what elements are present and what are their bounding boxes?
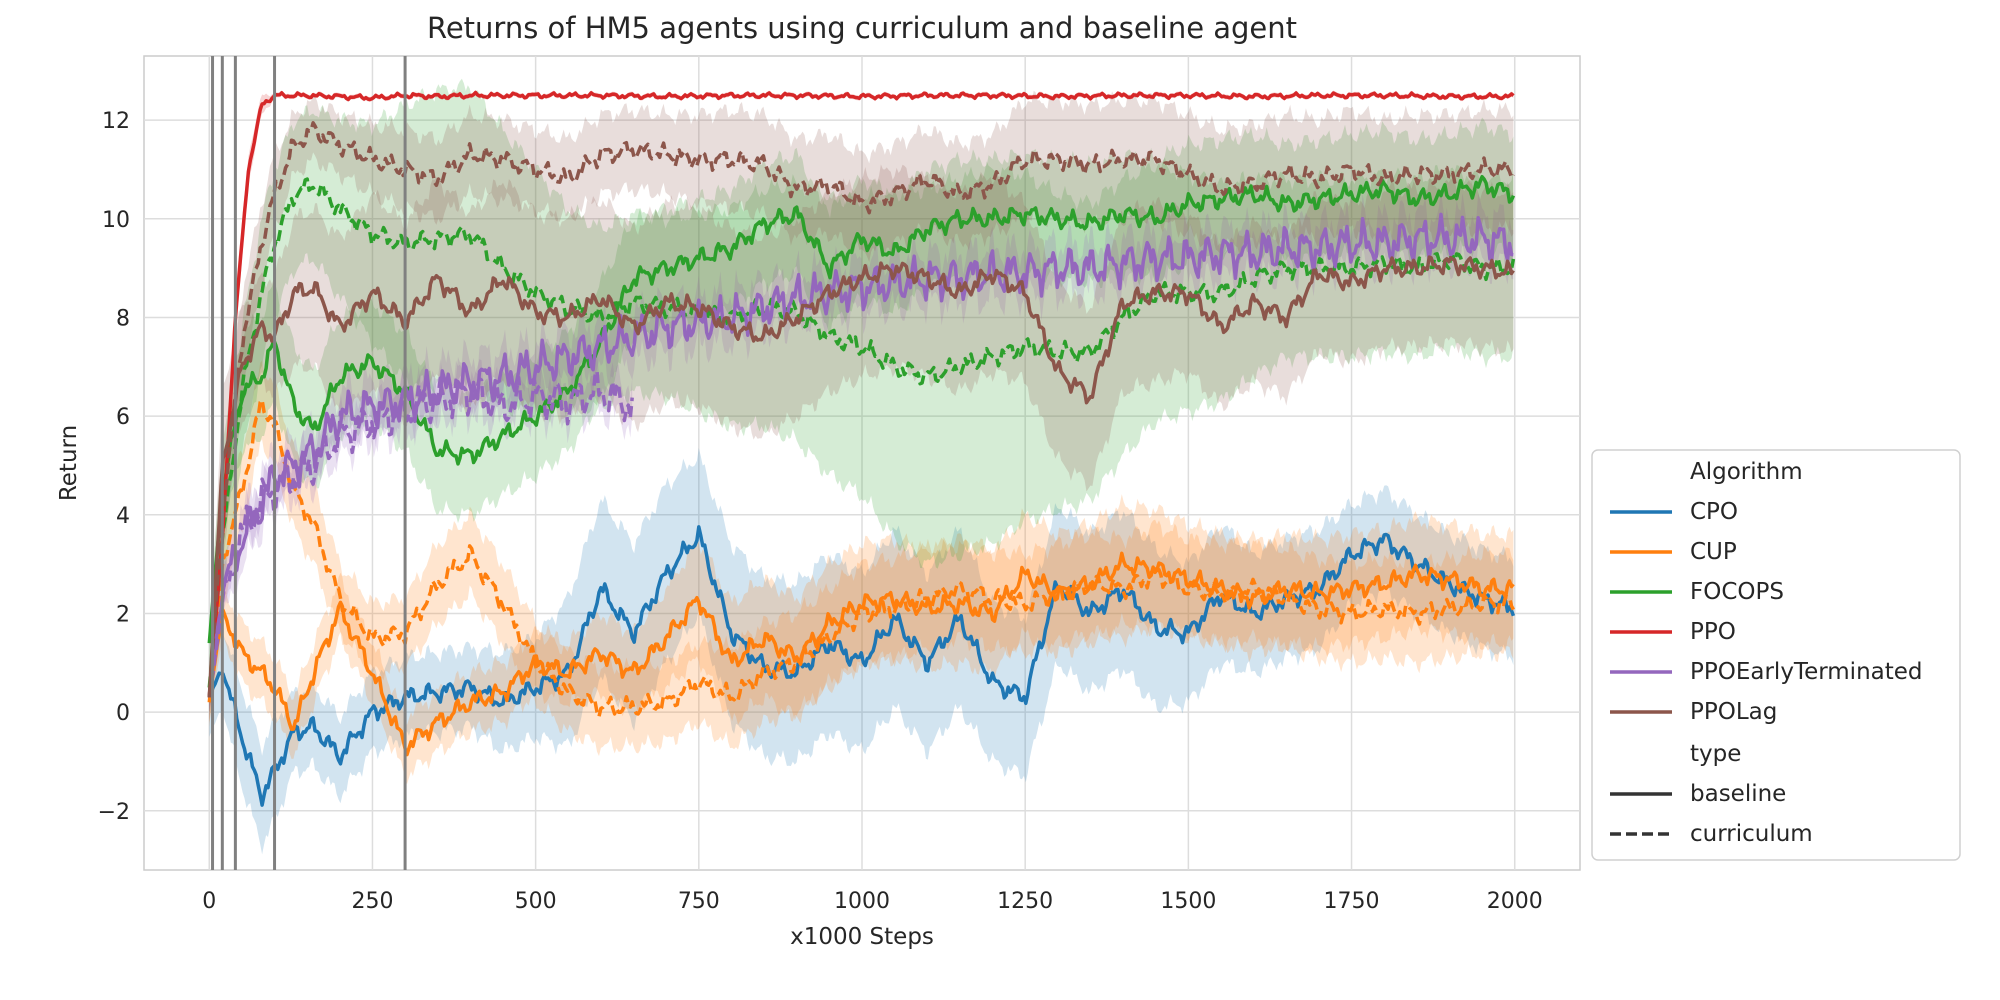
legend-label-cpo: CPO: [1690, 499, 1738, 525]
legend-label-curriculum: curriculum: [1690, 821, 1813, 847]
line-focops-curriculum: [207, 177, 1516, 688]
y-axis-label: Return: [56, 425, 82, 501]
x-tick-label: 2000: [1487, 889, 1543, 914]
x-tick-label: 1000: [834, 889, 890, 914]
y-axis-ticks: −2 0 2 4 6 8 10 12: [98, 109, 130, 825]
y-tick-label: 6: [116, 405, 130, 430]
line-ppoearlyterminated-curriculum: [207, 369, 634, 698]
y-tick-label: 12: [102, 109, 130, 134]
legend-label-cup: CUP: [1690, 539, 1737, 565]
x-tick-label: 250: [351, 889, 393, 914]
chart-title: Returns of HM5 agents using curriculum a…: [427, 11, 1297, 45]
legend: Algorithm CPO CUP FOCOPS PPO PPOEarlyTermina…: [1591, 449, 1961, 861]
line-ppolag-curriculum: [207, 121, 1515, 698]
legend-label-ppolag: PPOLag: [1690, 699, 1777, 725]
x-tick-label: 0: [202, 889, 216, 914]
legend-algorithm-title: Algorithm: [1690, 459, 1803, 485]
x-tick-label: 1250: [997, 889, 1053, 914]
band-cup-baseline: [209, 494, 1514, 785]
line-ppo-baseline: [207, 90, 1515, 698]
line-ppoearlyterminated-baseline: [207, 212, 1514, 698]
legend-type-title: type: [1690, 741, 1741, 767]
x-tick-label: 1750: [1324, 889, 1380, 914]
x-axis-label: x1000 Steps: [790, 924, 934, 950]
line-cup-curriculum: [207, 398, 1515, 719]
series-lines: [207, 90, 1516, 807]
x-axis-ticks: 0 250 500 750 1000 1250 1500 1750 2000: [202, 889, 1542, 914]
y-tick-label: 0: [116, 701, 130, 726]
line-ppolag-baseline: [207, 255, 1515, 698]
legend-label-ppoearlyterminated: PPOEarlyTerminated: [1690, 659, 1923, 685]
x-tick-label: 500: [515, 889, 557, 914]
y-tick-label: 10: [102, 208, 130, 233]
legend-label-baseline: baseline: [1690, 781, 1786, 807]
y-tick-label: −2: [98, 800, 130, 825]
band-ppoearlyterminated-curriculum: [209, 351, 633, 713]
line-cup-baseline: [207, 551, 1515, 757]
legend-label-focops: FOCOPS: [1690, 579, 1784, 605]
legend-box: [1591, 449, 1961, 861]
x-tick-label: 1500: [1160, 889, 1216, 914]
y-tick-label: 8: [116, 306, 130, 331]
vertical-markers: [211, 56, 407, 870]
band-focops-curriculum: [209, 78, 1514, 713]
x-tick-label: 750: [678, 889, 720, 914]
legend-label-ppo: PPO: [1690, 619, 1736, 645]
line-focops-baseline: [207, 174, 1516, 644]
y-tick-label: 2: [116, 602, 130, 627]
line-cpo-baseline: [207, 525, 1516, 807]
y-tick-label: 4: [116, 504, 130, 529]
